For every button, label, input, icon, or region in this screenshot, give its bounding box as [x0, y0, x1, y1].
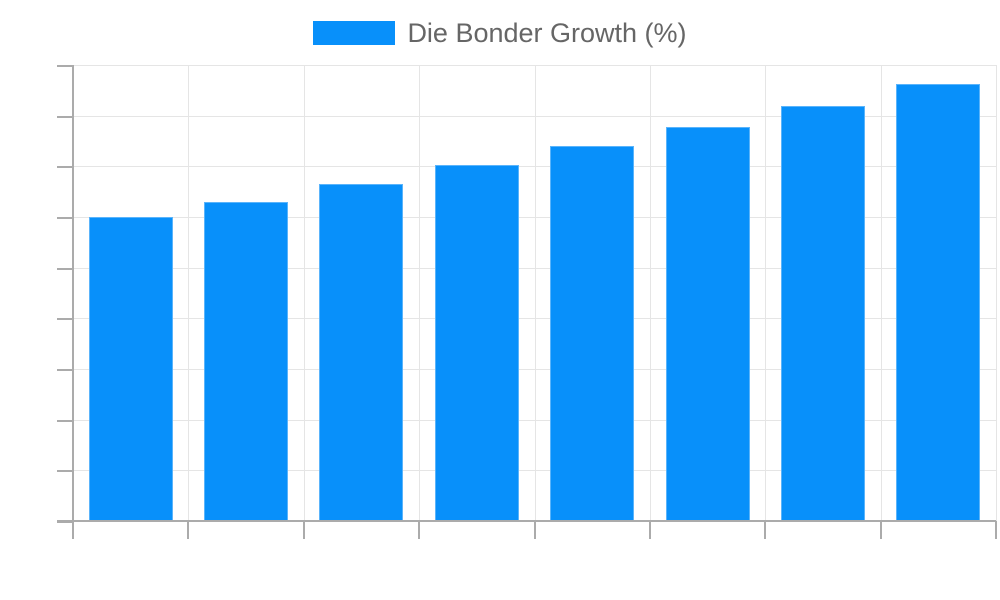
bar: [666, 127, 750, 521]
horizontal-gridline: [73, 268, 996, 269]
x-axis-tick: [649, 521, 651, 539]
vertical-gridline: [535, 65, 536, 521]
x-axis-tick: [72, 521, 74, 539]
horizontal-gridline: [73, 217, 996, 218]
y-axis-tick: [57, 65, 73, 67]
vertical-gridline: [765, 65, 766, 521]
x-axis-tick: [880, 521, 882, 539]
bar: [781, 106, 865, 521]
vertical-gridline: [650, 65, 651, 521]
horizontal-gridline: [73, 369, 996, 370]
bar: [896, 84, 980, 521]
x-axis-tick: [534, 521, 536, 539]
horizontal-gridline: [73, 470, 996, 471]
bar: [550, 146, 634, 521]
bar: [89, 217, 173, 521]
bar: [435, 165, 519, 521]
vertical-gridline: [881, 65, 882, 521]
x-axis-tick: [418, 521, 420, 539]
x-axis-tick: [764, 521, 766, 539]
legend[interactable]: Die Bonder Growth (%): [0, 18, 1000, 48]
horizontal-gridline: [73, 65, 996, 66]
legend-label: Die Bonder Growth (%): [407, 18, 687, 48]
y-axis-tick: [57, 369, 73, 371]
y-axis-tick: [57, 166, 73, 168]
x-axis-line: [57, 520, 996, 522]
horizontal-gridline: [73, 166, 996, 167]
horizontal-gridline: [73, 420, 996, 421]
y-axis-tick: [57, 318, 73, 320]
horizontal-gridline: [73, 318, 996, 319]
vertical-gridline: [419, 65, 420, 521]
y-axis-line: [72, 65, 74, 521]
vertical-gridline: [188, 65, 189, 521]
y-axis-tick: [57, 116, 73, 118]
bar: [319, 184, 403, 521]
x-axis-tick: [995, 521, 997, 539]
vertical-gridline: [996, 65, 997, 521]
legend-swatch: [313, 21, 396, 45]
y-axis-tick: [57, 420, 73, 422]
horizontal-gridline: [73, 116, 996, 117]
vertical-gridline: [304, 65, 305, 521]
y-axis-tick: [57, 217, 73, 219]
y-axis-tick: [57, 521, 73, 523]
y-axis-tick: [57, 268, 73, 270]
x-axis-tick: [303, 521, 305, 539]
bar: [204, 202, 288, 521]
y-axis-tick: [57, 470, 73, 472]
x-axis-tick: [187, 521, 189, 539]
